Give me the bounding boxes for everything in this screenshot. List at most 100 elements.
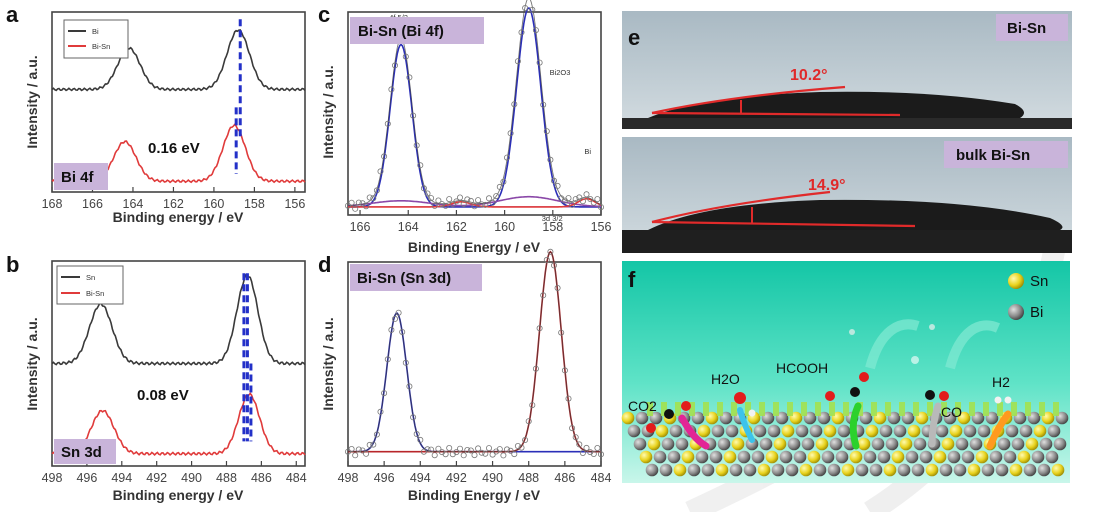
data-point <box>417 162 424 169</box>
data-point <box>431 202 438 209</box>
sn-atom <box>907 424 921 438</box>
bi-atom <box>667 450 681 464</box>
contact-angle-top: 10.2° <box>790 67 828 84</box>
sn-column <box>927 402 933 416</box>
data-point <box>587 195 594 202</box>
data-point <box>594 196 601 203</box>
molecules <box>646 324 1012 433</box>
bi-atom <box>1037 463 1051 477</box>
data-point <box>359 447 366 454</box>
co2-carbon <box>664 409 674 419</box>
bi-atom <box>787 437 801 451</box>
data-point <box>370 195 377 202</box>
sn-atom <box>731 437 745 451</box>
sn-atom <box>975 450 989 464</box>
sn-atom <box>1017 450 1031 464</box>
data-point <box>370 441 377 448</box>
legend-sn-text: Sn <box>1030 273 1048 290</box>
bi-atom <box>989 450 1003 464</box>
data-point <box>438 201 445 208</box>
x-tick-label: 166 <box>82 197 103 211</box>
bi-atom <box>813 463 827 477</box>
data-point <box>391 62 398 69</box>
sn-atom <box>891 450 905 464</box>
bi-atom <box>995 463 1009 477</box>
data-point <box>543 128 550 135</box>
data-point <box>514 442 521 449</box>
bi-atom <box>863 450 877 464</box>
data-point <box>496 183 503 190</box>
data-point <box>522 5 529 11</box>
data-point <box>478 201 485 208</box>
sn-atom <box>799 463 813 477</box>
sn-atom <box>647 437 661 451</box>
x-tick-label: 156 <box>284 197 305 211</box>
peak-label: Bi <box>584 147 591 156</box>
sn-atom <box>807 450 821 464</box>
data-point <box>355 446 362 453</box>
sn-atom <box>1033 424 1047 438</box>
bi-atom <box>695 450 709 464</box>
sn-column <box>1053 402 1059 416</box>
x-tick-label: 498 <box>42 471 63 485</box>
data-point <box>446 444 453 451</box>
bi-atom <box>743 463 757 477</box>
xlabel-c: Binding Energy / eV <box>408 239 541 255</box>
series-line-b-1 <box>51 392 306 457</box>
data-point <box>478 449 485 456</box>
data-point <box>377 168 384 175</box>
panel-label-e: e <box>628 25 640 50</box>
data-point <box>540 292 547 299</box>
x-ticks-c: 166 164 162 160 158 156 <box>350 210 612 234</box>
data-point <box>579 198 586 205</box>
sn-atom <box>781 424 795 438</box>
tag-c <box>350 17 484 44</box>
sn-atom <box>1009 463 1023 477</box>
bi-atom <box>885 437 899 451</box>
data-point <box>529 6 536 13</box>
sn-atom <box>639 450 653 464</box>
data-point <box>395 309 402 316</box>
x-tick-label: 156 <box>591 220 612 234</box>
data-point <box>363 203 370 210</box>
bi-atom <box>1011 437 1025 451</box>
bi-atom <box>771 463 785 477</box>
data-point <box>428 446 435 453</box>
bi-atom <box>701 463 715 477</box>
sn-atom <box>841 463 855 477</box>
data-point <box>435 197 442 204</box>
data-point <box>420 185 427 192</box>
data-point <box>377 408 384 415</box>
x-tick-label: 496 <box>76 471 97 485</box>
data-point <box>475 445 482 452</box>
x-tick-label: 496 <box>374 471 395 485</box>
x-tick-label: 492 <box>146 471 167 485</box>
bi-atom <box>653 450 667 464</box>
bi-atom <box>837 424 851 438</box>
data-point <box>511 101 518 108</box>
bi-atom <box>737 450 751 464</box>
x-tick-label: 166 <box>350 220 371 234</box>
data-point <box>576 441 583 448</box>
peak-label: 3d 3/2 <box>542 214 563 223</box>
bi-atom <box>855 463 869 477</box>
h2-hydrogen-1 <box>994 396 1002 404</box>
sn-atom <box>757 463 771 477</box>
x-tick-label: 494 <box>111 471 132 485</box>
tag-text-e-bottom: bulk Bi-Sn <box>956 147 1030 164</box>
ghost-molecule-3 <box>911 356 919 364</box>
series-line-b-0 <box>51 273 306 366</box>
bi-atom <box>911 463 925 477</box>
data-point <box>384 356 391 363</box>
data-point <box>424 446 431 453</box>
legend-bi-ball <box>1008 304 1024 320</box>
data-point <box>540 101 547 108</box>
sn-column <box>787 402 793 416</box>
data-point <box>590 450 597 457</box>
tag-text-d: Bi-Sn (Sn 3d) <box>357 270 451 287</box>
x-tick-label: 488 <box>518 471 539 485</box>
x-tick-label: 490 <box>181 471 202 485</box>
sn-atom <box>697 424 711 438</box>
bi-atom <box>627 424 641 438</box>
label-hcooh: HCOOH <box>776 360 828 376</box>
